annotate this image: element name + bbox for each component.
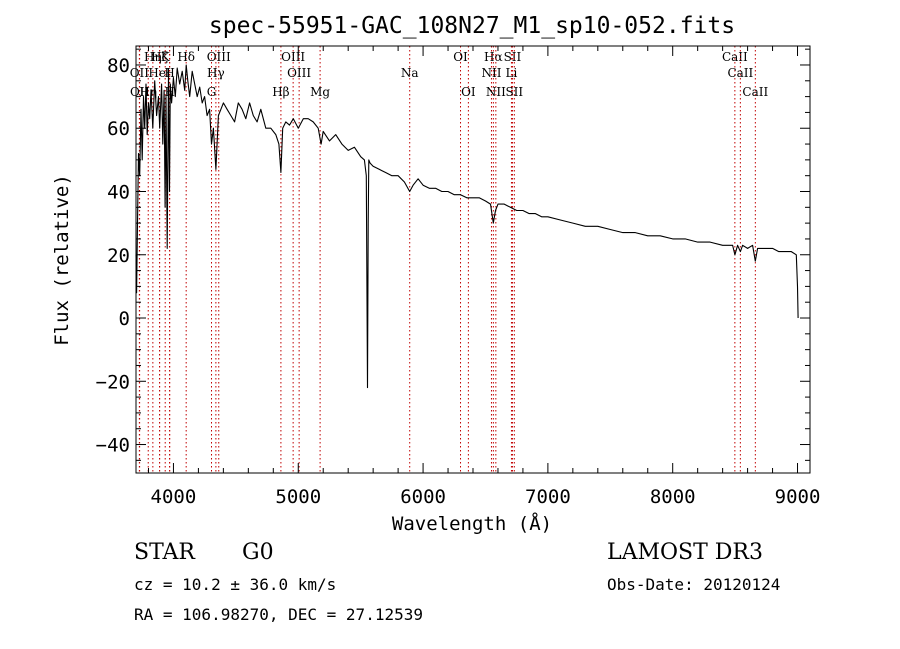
line-label-0: Hη <box>144 50 162 64</box>
line-label-26: NII <box>486 85 506 99</box>
redshift: cz = 10.2 ± 36.0 km/s <box>134 575 337 594</box>
line-label-15: Na <box>401 66 419 80</box>
line-label-1: Hζ <box>151 50 168 64</box>
x-tick-label-0: 4000 <box>151 486 197 508</box>
x-tick-label-5: 9000 <box>775 486 821 508</box>
line-label-27: SII <box>505 85 523 99</box>
line-label-7: Hα <box>484 50 503 64</box>
line-label-19: OII <box>130 85 150 99</box>
line-label-4: OIII <box>207 50 231 64</box>
survey-name: LAMOST DR3 <box>607 540 763 565</box>
line-label-25: OI <box>461 85 476 99</box>
line-label-6: OI <box>453 50 468 64</box>
line-label-13: Hγ <box>207 66 225 80</box>
series-layer <box>135 64 799 389</box>
object-type: STAR <box>134 540 195 565</box>
chart-title: spec-55951-GAC_108N27_M1_sp10-052.fits <box>209 13 735 39</box>
line-label-2: K <box>161 50 171 64</box>
y-tick-label-2: 0 <box>119 308 130 330</box>
obs-date: Obs-Date: 20120124 <box>607 575 781 594</box>
x-tick-label-1: 5000 <box>275 486 321 508</box>
y-axis: −40 −20 0 20 40 60 80 <box>96 48 810 461</box>
y-tick-label-4: 40 <box>107 181 130 203</box>
x-axis-label: Wavelength (Å) <box>392 512 552 535</box>
x-tick-label-2: 6000 <box>400 486 446 508</box>
x-axis: 4000 5000 6000 7000 8000 9000 <box>147 46 821 508</box>
x-tick-label-4: 8000 <box>650 486 696 508</box>
y-tick-label-6: 80 <box>107 55 130 77</box>
line-label-20: Hη <box>139 85 157 99</box>
line-label-11: HeI <box>148 66 171 80</box>
y-axis-label: Flux (relative) <box>51 174 73 346</box>
line-label-3: Hδ <box>177 50 195 64</box>
y-tick-label-3: 20 <box>107 245 130 267</box>
line-label-14: OIII <box>287 66 311 80</box>
line-label-12: H <box>164 66 174 80</box>
line-label-16: NII <box>481 66 501 80</box>
line-label-9: CaII <box>722 50 748 64</box>
line-label-28: CaII <box>742 85 768 99</box>
line-label-5: OIII <box>281 50 305 64</box>
line-label-10: OII <box>130 66 150 80</box>
line-label-22: G <box>207 85 217 99</box>
x-tick-label-3: 7000 <box>525 486 571 508</box>
series-line-0 <box>135 64 799 389</box>
line-label-17: Li <box>506 66 518 80</box>
line-label-24: Mg <box>310 85 330 99</box>
line-label-18: CaII <box>727 66 753 80</box>
subclass: G0 <box>242 540 274 565</box>
y-tick-label-0: −40 <box>96 435 130 457</box>
y-tick-label-5: 60 <box>107 118 130 140</box>
line-label-8: SII <box>504 50 522 64</box>
y-tick-label-1: −20 <box>96 371 130 393</box>
coordinates: RA = 106.98270, DEC = 27.12539 <box>134 605 423 624</box>
line-label-23: Hβ <box>272 85 289 99</box>
